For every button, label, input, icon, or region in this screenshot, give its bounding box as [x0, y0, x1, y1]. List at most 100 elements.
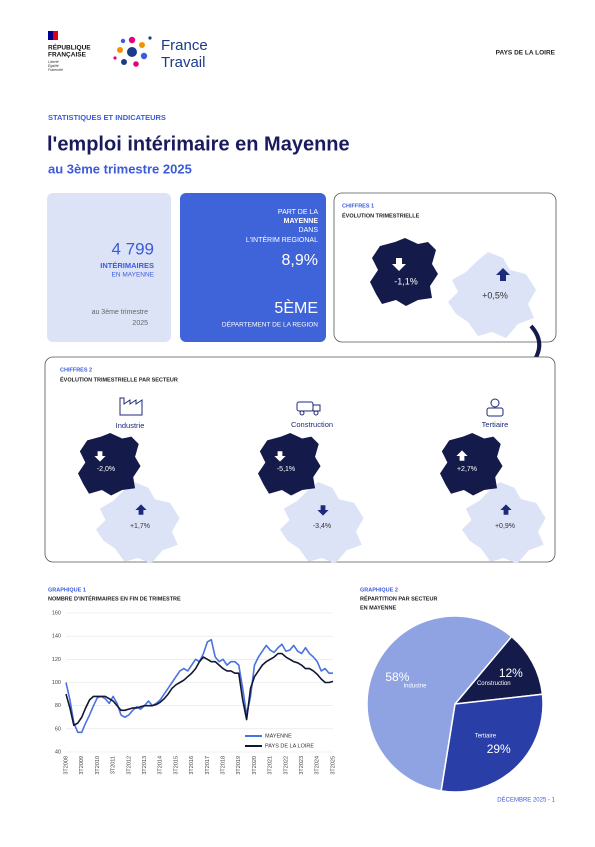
- devise: Fraternité: [48, 68, 63, 72]
- dept-change: -2,0%: [97, 466, 115, 473]
- kpi-value: 4 799: [111, 239, 154, 258]
- y-tick-label: 160: [52, 610, 61, 616]
- flag-red: [53, 31, 58, 40]
- rf-logo: RÉPUBLIQUE FRANÇAISE Liberté Égalité Fra…: [48, 31, 91, 72]
- logo-dot: [140, 52, 148, 60]
- pie-slice: [453, 635, 544, 705]
- x-tick-label: 3T2013: [142, 756, 148, 775]
- kicker: CHIFFRES 2: [60, 367, 92, 373]
- slice-value: 12%: [499, 666, 523, 680]
- dept-change: -1,1%: [394, 276, 418, 286]
- sector-name: Tertiaire: [482, 420, 509, 429]
- series-line: [65, 638, 333, 734]
- y-tick-label: 100: [52, 680, 61, 686]
- x-tick-label: 3T2010: [95, 756, 101, 775]
- y-tick-label: 140: [52, 634, 61, 640]
- x-tick-label: 3T2023: [299, 756, 305, 775]
- kpi-line: PART DE LA: [278, 209, 318, 216]
- chart-title: NOMBRE D'INTÉRIMAIRES EN FIN DE TRIMESTR…: [48, 594, 181, 602]
- kpi-period: 2025: [132, 320, 148, 327]
- sector-name: Industrie: [116, 421, 145, 430]
- kpi-rank: 5ÈME: [274, 298, 318, 317]
- icon-construction: [296, 401, 321, 416]
- x-tick-label: 3T2022: [283, 756, 289, 775]
- series-line: [65, 652, 334, 727]
- x-tick-label: 3T2024: [315, 756, 321, 775]
- pie-slice: [440, 693, 544, 793]
- footer: DÉCEMBRE 2025 - 1: [497, 797, 555, 804]
- dept-change: +2,7%: [457, 466, 477, 473]
- x-tick-label: 3T2019: [236, 756, 242, 775]
- slice-name: Construction: [477, 681, 511, 687]
- kpi-card: [47, 193, 171, 342]
- icon-shape: [486, 407, 504, 417]
- card-title: ÉVOLUTION TRIMESTRIELLE PAR SECTEUR: [60, 375, 178, 383]
- y-tick-label: 120: [52, 657, 61, 663]
- slice-name: Industrie: [403, 683, 427, 689]
- devise: Égalité: [48, 63, 59, 68]
- x-tick-label: 3T2025: [330, 756, 336, 775]
- x-tick-label: 3T2017: [205, 756, 211, 775]
- legend-label: PAYS DE LA LOIRE: [265, 743, 314, 749]
- x-tick-label: 3T2016: [189, 756, 195, 775]
- ft-logo: France Travail: [113, 36, 208, 71]
- charts: 40 60 80 100 120 140 160 3T2008 3T2009 3T2010 3T20…: [52, 610, 544, 793]
- rf-text: RÉPUBLIQUE: [48, 43, 91, 52]
- kpi-line: L'INTÉRIM REGIONAL: [246, 235, 318, 244]
- region-label: PAYS DE LA LOIRE: [496, 50, 556, 57]
- slice-value: 58%: [385, 670, 409, 684]
- kpi-sub: EN MAYENNE: [112, 272, 155, 279]
- icon-industrie: [119, 397, 143, 416]
- icon-tertiaire: [486, 398, 504, 417]
- slice-name: Tertiaire: [475, 733, 497, 739]
- chart-title: RÉPARTITION PAR SECTEUR: [360, 594, 437, 602]
- dept-change: -5,1%: [277, 466, 295, 473]
- logo-dot: [117, 47, 123, 53]
- chart-subtitle: EN MAYENNE: [360, 605, 396, 611]
- icon-shape: [313, 410, 319, 416]
- kicker: GRAPHIQUE 2: [360, 587, 398, 593]
- logo-dot: [113, 56, 117, 60]
- kicker: CHIFFRES 1: [342, 203, 374, 209]
- y-tick-label: 80: [55, 703, 61, 709]
- devise: Liberté: [48, 60, 59, 64]
- kpi-value: 8,9%: [282, 252, 318, 269]
- icon-shape: [119, 397, 143, 416]
- region-change: +0,9%: [495, 523, 515, 530]
- x-tick-label: 3T2011: [111, 756, 117, 774]
- logo-dot: [120, 38, 126, 44]
- logo-dot: [121, 59, 127, 65]
- pie-slice: [366, 615, 513, 792]
- kpi-rank-label: DÉPARTEMENT DE LA REGION: [222, 320, 318, 329]
- x-tick-label: 3T2021: [268, 756, 274, 775]
- logo-dot: [139, 42, 145, 48]
- region-change: +0,5%: [482, 290, 508, 300]
- card-title: ÉVOLUTION TRIMESTRIELLE: [342, 211, 420, 219]
- flag-blue: [48, 31, 53, 40]
- kpi-period: au 3ème trimestre: [92, 309, 149, 316]
- x-tick-label: 3T2018: [221, 756, 227, 775]
- region-change: -3,4%: [313, 523, 331, 530]
- slice-value: 29%: [487, 742, 511, 756]
- logo-dot: [127, 47, 137, 57]
- brand: France: [161, 37, 208, 54]
- region-change: +1,7%: [130, 523, 150, 530]
- x-tick-label: 3T2009: [79, 756, 85, 775]
- logo-dot: [128, 36, 136, 44]
- logo-dot: [133, 61, 139, 67]
- kpi-label: INTÉRIMAIRES: [100, 261, 154, 270]
- kpi-card: [180, 193, 326, 342]
- title: l'emploi intérimaire en Mayenne: [47, 133, 350, 155]
- kpi-line: MAYENNE: [284, 218, 319, 225]
- x-tick-label: 3T2020: [252, 756, 258, 775]
- x-tick-label: 3T2014: [158, 756, 164, 775]
- kicker: GRAPHIQUE 1: [48, 587, 86, 593]
- x-tick-label: 3T2012: [126, 756, 132, 775]
- y-tick-label: 40: [55, 749, 61, 755]
- y-tick-label: 60: [55, 726, 61, 732]
- kpi-line: DANS: [299, 227, 319, 234]
- dept-map: [258, 433, 321, 496]
- x-tick-label: 3T2015: [173, 756, 179, 775]
- rf-text: FRANÇAISE: [48, 52, 87, 59]
